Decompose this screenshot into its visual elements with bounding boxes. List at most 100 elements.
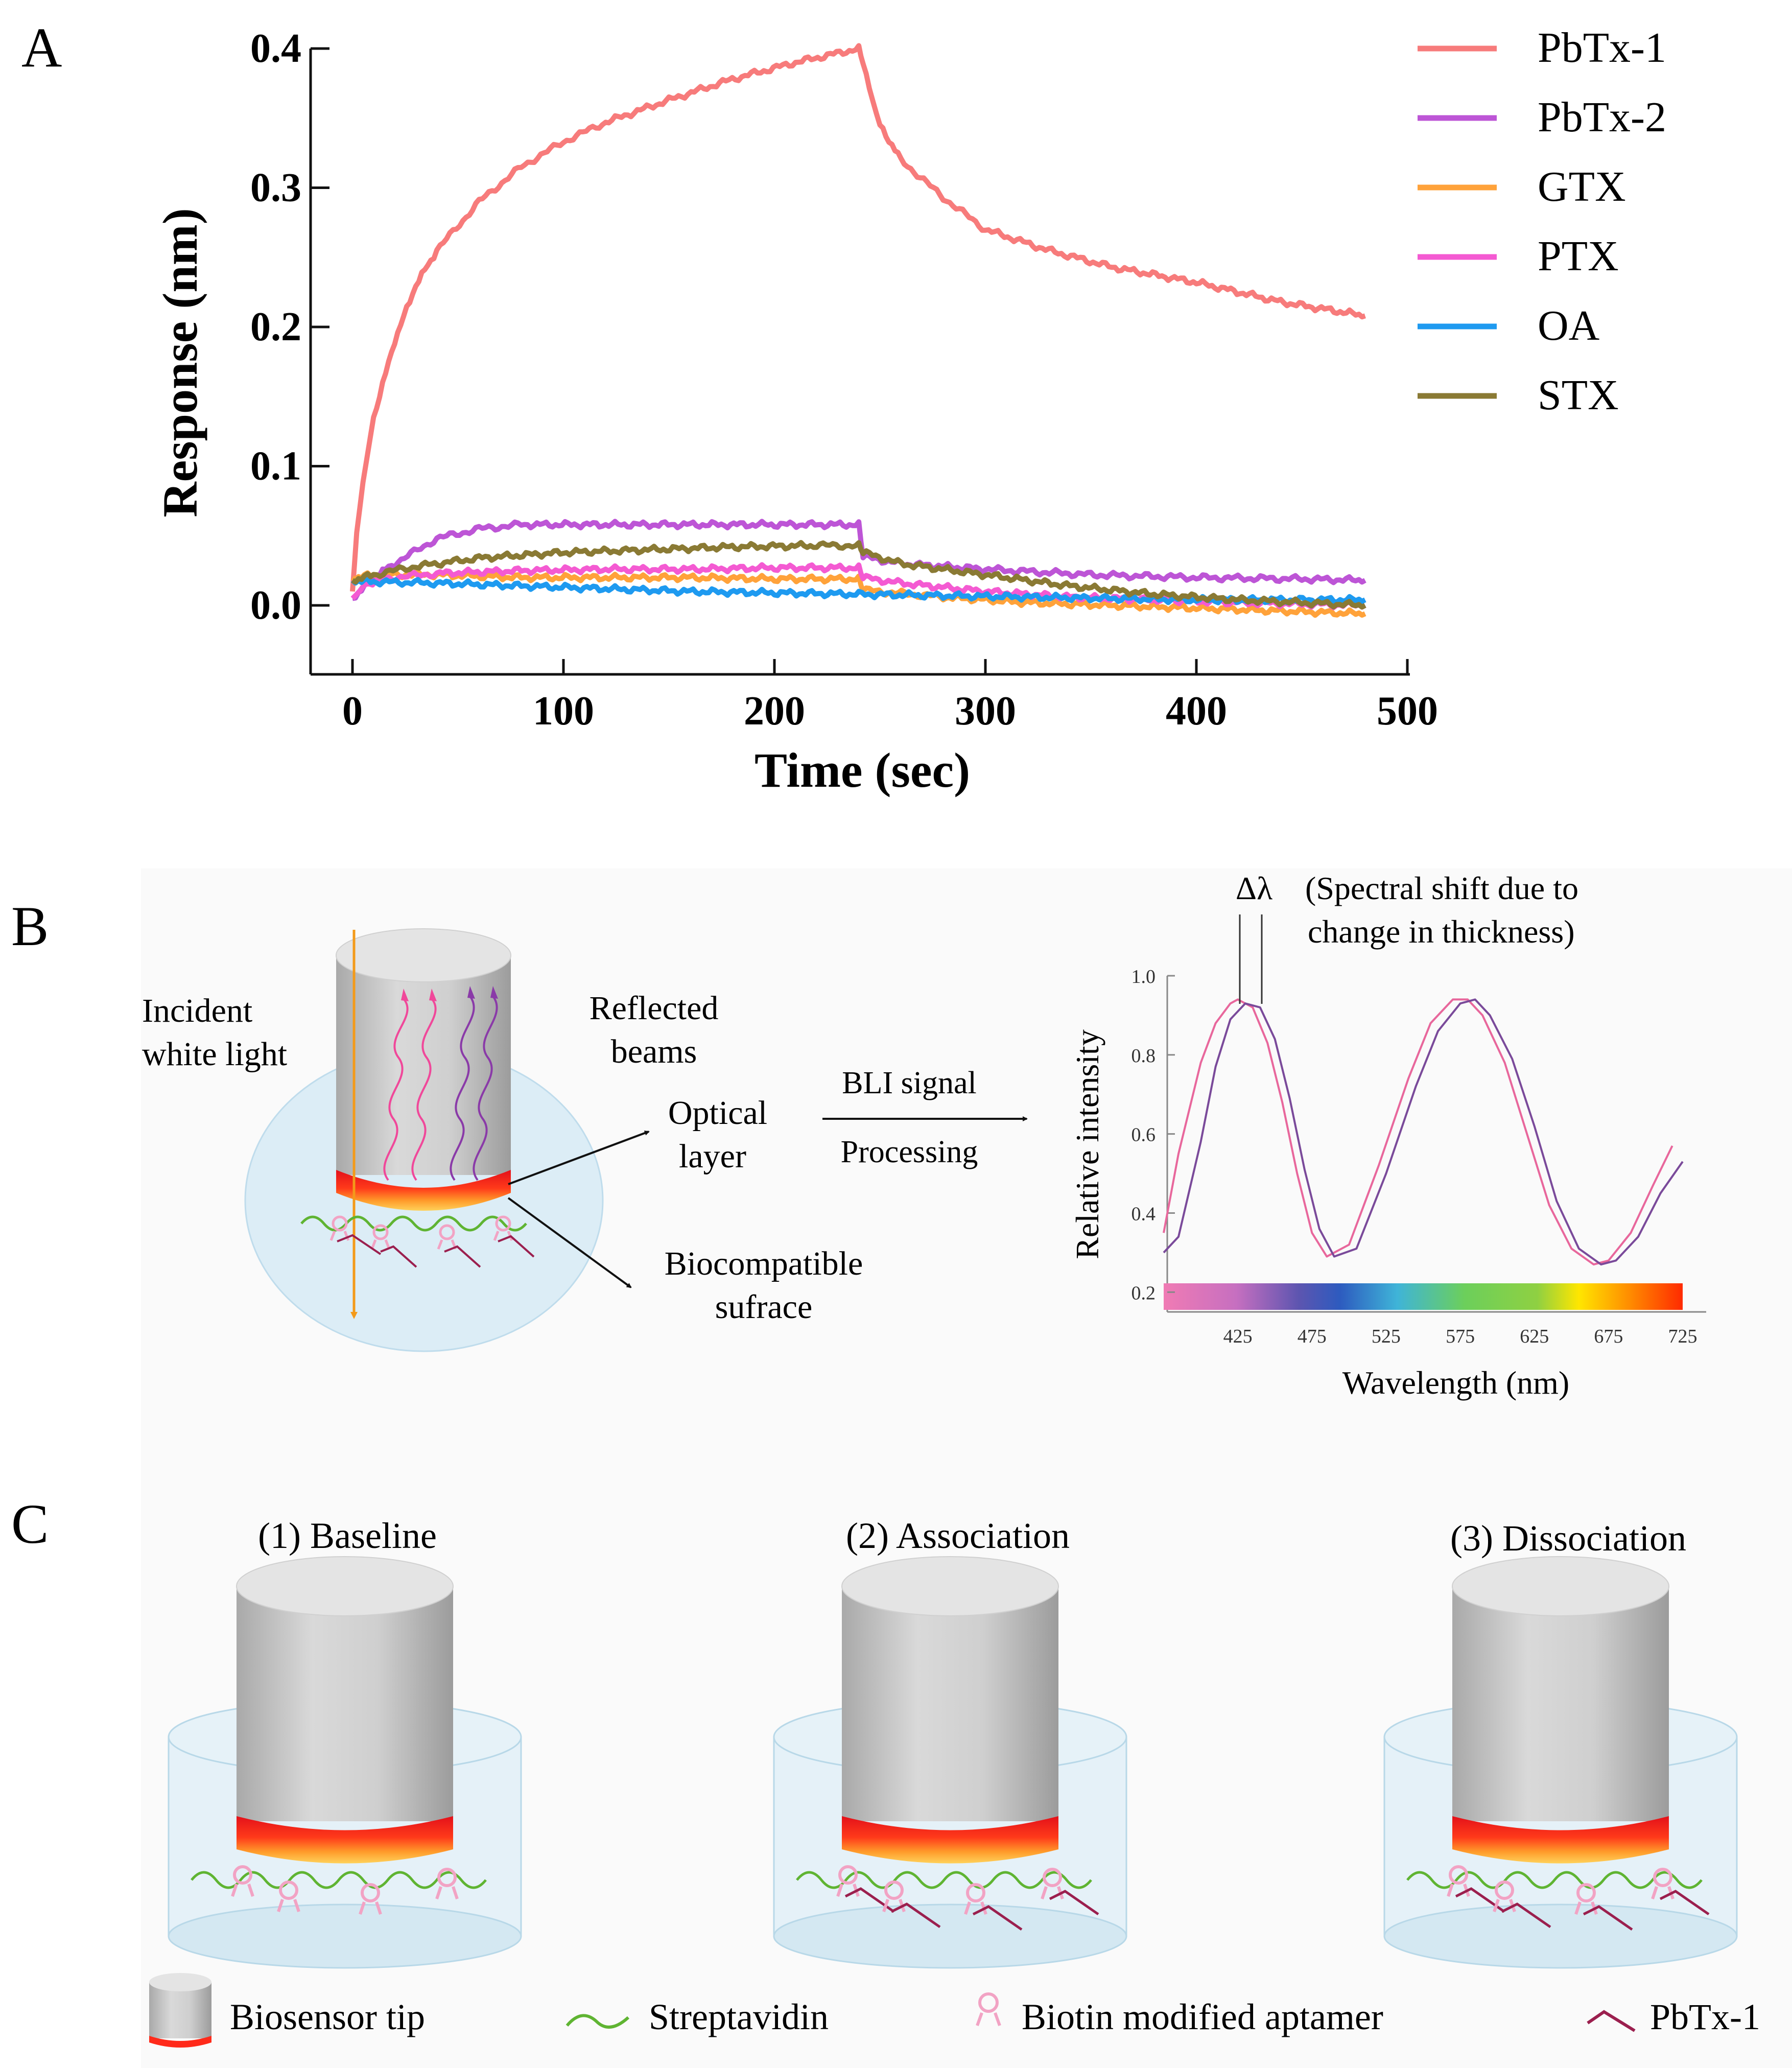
y-tick-label: 0.1 (250, 444, 301, 489)
spectrum-y-tick-label: 1.0 (1131, 966, 1156, 988)
series-line-stx (351, 540, 1366, 610)
buffer-well-bottom (1383, 1904, 1738, 1969)
streptavidin-chain (796, 1871, 1092, 1889)
legend-streptavidin-icon (565, 2014, 630, 2029)
pbtx-molecule (1049, 1890, 1099, 1916)
tip-top (336, 928, 511, 982)
spectrum-chart: 0.2 0.4 0.6 0.8 1.0 425 475 525 575 625 675 725 Wav… (1069, 870, 1706, 1401)
visible-spectrum-bar (1164, 1283, 1683, 1310)
pbtx-molecule (1583, 1905, 1633, 1931)
reflected-arrowhead (467, 986, 475, 999)
optical-label-line1: Optical (668, 1094, 767, 1132)
spectrum-y-tick-label: 0.2 (1131, 1282, 1156, 1304)
panel-c-legend: Biosensor tip Streptavidin Biotin modifi… (149, 1973, 1760, 2048)
series-line-pbtx-2 (352, 519, 1366, 601)
reflected-label-line2: beams (611, 1033, 697, 1070)
reflected-arrowhead (401, 989, 409, 1001)
step-baseline-title: (1) Baseline (258, 1515, 437, 1556)
y-axis-label: Response (nm) (153, 208, 207, 517)
aptamer (435, 1868, 459, 1899)
panel-a: A 0 100 200 300 400 500 0.0 0.1 0.2 0.3 0.4 Time (… (21, 16, 1666, 797)
series-line-gtx (351, 569, 1366, 618)
surface-pointer-arrow (507, 1197, 632, 1288)
optical-pointer-arrow (508, 1131, 650, 1185)
x-axis-label: Time (sec) (754, 743, 970, 797)
optical-layer-band (842, 1816, 1058, 1864)
x-tick-label: 100 (533, 689, 594, 734)
tip-body (842, 1586, 1058, 1821)
step-association-title: (2) Association (846, 1515, 1070, 1556)
tip-top (1452, 1556, 1669, 1616)
panel-b: B (11, 868, 1792, 1420)
biocompatible-label-line2: sufrace (715, 1288, 813, 1326)
spectrum-y-tick-label: 0.4 (1131, 1203, 1156, 1225)
delta-lambda-label: Δλ (1236, 870, 1272, 906)
biocompatible-label-line1: Biocompatible (665, 1245, 863, 1282)
spectrum-x-tick-label: 725 (1668, 1326, 1697, 1347)
panel-a-letter: A (21, 16, 62, 79)
panel-c-letter: C (11, 1493, 49, 1555)
legend-label-stx: STX (1538, 371, 1619, 419)
legend-label-ptx: PTX (1538, 232, 1619, 280)
panel-c: C (1) Baseline (2) Association (3) Disso… (11, 1420, 1792, 2068)
reflected-arrowhead (490, 986, 498, 999)
aptamer (277, 1881, 300, 1912)
kinetics-chart: 0 100 200 300 400 500 0.0 0.1 0.2 0.3 0.4 Time (se… (153, 26, 1438, 797)
step-dissociation-title: (3) Dissociation (1450, 1518, 1686, 1559)
y-tick-label: 0.3 (250, 166, 301, 210)
spectrum-x-tick-label: 575 (1446, 1326, 1475, 1347)
legend-pbtx: PbTx-1 (1650, 1996, 1760, 2037)
streptavidin-chain (191, 1871, 487, 1889)
step-diagram-3 (1383, 1556, 1738, 1969)
x-tick-label: 300 (955, 689, 1016, 734)
biosensor-tip-diagram (300, 928, 535, 1319)
aptamer (231, 1865, 254, 1897)
aptamer (359, 1883, 382, 1915)
tip-top (236, 1556, 454, 1616)
legend-label-gtx: GTX (1538, 163, 1626, 210)
buffer-well-bottom (168, 1904, 522, 1969)
pbtx-molecule (844, 1887, 895, 1913)
tip-body (237, 1586, 453, 1821)
legend-pbtx-icon (1587, 2010, 1636, 2032)
x-tick-label: 500 (1377, 689, 1438, 734)
pbtx-molecule (1659, 1890, 1710, 1916)
pbtx-molecule (1501, 1902, 1551, 1929)
spectrum-y-tick-label: 0.6 (1131, 1124, 1156, 1146)
spectrum-x-label: Wavelength (nm) (1342, 1365, 1569, 1401)
y-tick-label: 0.0 (250, 583, 301, 628)
legend-biosensor-tip: Biosensor tip (230, 1996, 425, 2037)
series-line-oa (350, 576, 1366, 606)
legend-streptavidin: Streptavidin (649, 1996, 829, 2037)
step-diagram-2 (773, 1556, 1127, 1969)
processing-label: Processing (841, 1135, 978, 1169)
spectrum-x-tick-label: 625 (1520, 1326, 1549, 1347)
optical-layer-band (336, 1170, 511, 1211)
x-tick-label: 200 (744, 689, 805, 734)
legend-aptamer-icon (976, 1992, 1001, 2027)
y-tick-label: 0.4 (250, 26, 301, 71)
spectrum-curve (1163, 998, 1684, 1266)
series-line-pbtx-1 (350, 43, 1366, 592)
streptavidin-chain (1406, 1871, 1703, 1889)
reflected-beam-purple (450, 995, 475, 1181)
panel-b-letter: B (11, 895, 49, 957)
incident-label-line1: Incident (142, 992, 252, 1029)
spectrum-x-tick-label: 675 (1594, 1326, 1623, 1347)
legend-tip-top (149, 1973, 211, 1991)
shift-note-line1: (Spectral shift due to (1305, 870, 1578, 906)
shift-note-line2: change in thickness) (1308, 913, 1575, 950)
step-diagram-1 (168, 1556, 522, 1969)
optical-label-line2: layer (679, 1138, 746, 1175)
x-tick-label: 0 (342, 689, 363, 734)
spectrum-x-tick-label: 425 (1223, 1326, 1253, 1347)
legend-tip-band (149, 2036, 211, 2048)
bli-signal-label: BLI signal (842, 1066, 976, 1100)
incident-label-line2: white light (142, 1036, 287, 1073)
chart-legend: PbTx-1 PbTx-2 GTX PTX OA STX (1418, 24, 1666, 419)
tip-body (1452, 1586, 1669, 1821)
y-tick-label: 0.2 (250, 304, 301, 349)
optical-layer-band (237, 1816, 453, 1864)
reflected-arrowhead (429, 989, 437, 1001)
